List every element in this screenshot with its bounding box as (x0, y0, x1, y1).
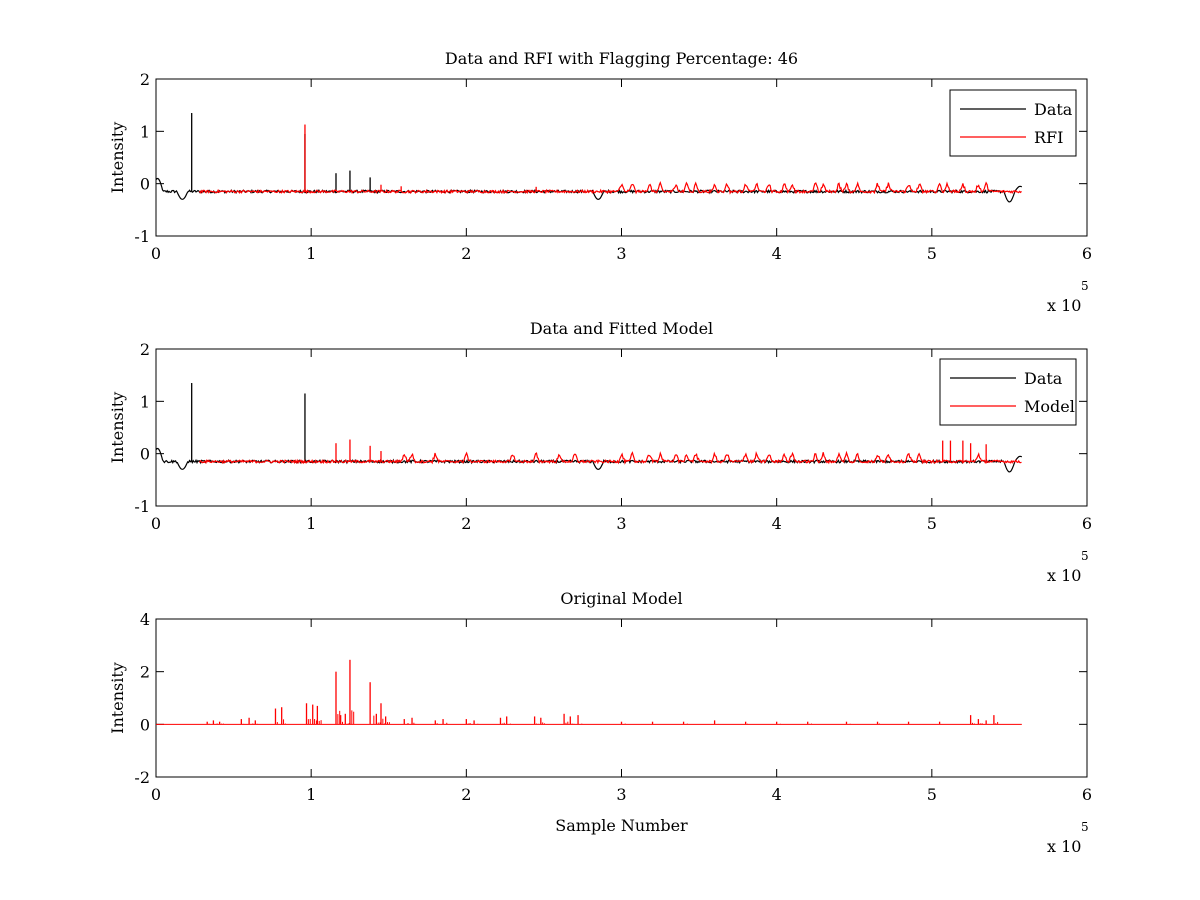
x-tick-label: 5 (927, 514, 937, 533)
y-tick-label: 2 (140, 70, 150, 89)
series-trace (198, 450, 1022, 465)
series-data (156, 383, 1023, 473)
y-tick-label: -2 (134, 768, 150, 787)
chart-title: Original Model (560, 589, 682, 608)
legend-label: Data (1034, 100, 1073, 119)
x-tick-label: 3 (616, 785, 626, 804)
y-tick-label: 2 (140, 663, 150, 682)
legend: Data RFI (949, 89, 1077, 157)
x-exponent: 5 (1081, 549, 1089, 563)
y-axis-label: Intensity (108, 122, 127, 194)
chart-title: Data and Fitted Model (530, 319, 713, 338)
y-axis-label: Intensity (108, 662, 127, 734)
y-tick-label: 1 (140, 122, 150, 141)
x-tick-label: 5 (927, 244, 937, 263)
x-tick-label: 0 (151, 244, 161, 263)
x-tick-label: 1 (306, 514, 316, 533)
y-tick-label: 0 (140, 715, 150, 734)
x-tick-label: 6 (1082, 514, 1092, 533)
legend-box (949, 89, 1077, 157)
y-tick-label: -1 (134, 227, 150, 246)
y-tick-label: 4 (140, 610, 150, 629)
y-tick-label: 2 (140, 340, 150, 359)
y-tick-label: 0 (140, 445, 150, 464)
x-multiplier: x 10 (1047, 837, 1081, 856)
x-tick-label: 4 (772, 244, 782, 263)
x-tick-label: 3 (616, 244, 626, 263)
legend-label: Model (1024, 397, 1075, 416)
axes-box (155, 618, 1088, 778)
legend-box (939, 358, 1077, 426)
x-tick-label: 4 (772, 514, 782, 533)
legend: Data Model (939, 358, 1077, 426)
axes-box (155, 78, 1088, 237)
plot-area (156, 113, 1023, 203)
series-rfi (198, 124, 1022, 195)
x-tick-label: 4 (772, 785, 782, 804)
plot-area (156, 383, 1023, 473)
x-multiplier: x 10 (1047, 296, 1081, 315)
y-tick-label: 1 (140, 392, 150, 411)
x-exponent: 5 (1081, 820, 1089, 834)
x-tick-label: 2 (461, 514, 471, 533)
chart-title: Data and RFI with Flagging Percentage: 4… (445, 49, 798, 68)
x-exponent: 5 (1081, 279, 1089, 293)
x-tick-label: 1 (306, 244, 316, 263)
axes-box (155, 348, 1088, 507)
x-tick-label: 6 (1082, 785, 1092, 804)
plot-area (156, 659, 1022, 725)
x-axis-label: Sample Number (555, 816, 688, 835)
x-tick-label: 5 (927, 785, 937, 804)
x-tick-label: 2 (461, 785, 471, 804)
y-tick-label: 0 (140, 175, 150, 194)
series-trace (156, 447, 1023, 473)
legend-label: Data (1024, 369, 1063, 388)
series-model (198, 439, 1022, 465)
x-tick-label: 3 (616, 514, 626, 533)
series-trace (198, 181, 1022, 195)
x-multiplier: x 10 (1047, 566, 1081, 585)
y-axis-label: Intensity (108, 392, 127, 464)
x-tick-label: 0 (151, 514, 161, 533)
x-tick-label: 2 (461, 244, 471, 263)
legend-label: RFI (1034, 128, 1063, 147)
x-tick-label: 6 (1082, 244, 1092, 263)
y-tick-label: -1 (134, 497, 150, 516)
x-tick-label: 1 (306, 785, 316, 804)
x-tick-label: 0 (151, 785, 161, 804)
series-original-model (156, 659, 1022, 725)
